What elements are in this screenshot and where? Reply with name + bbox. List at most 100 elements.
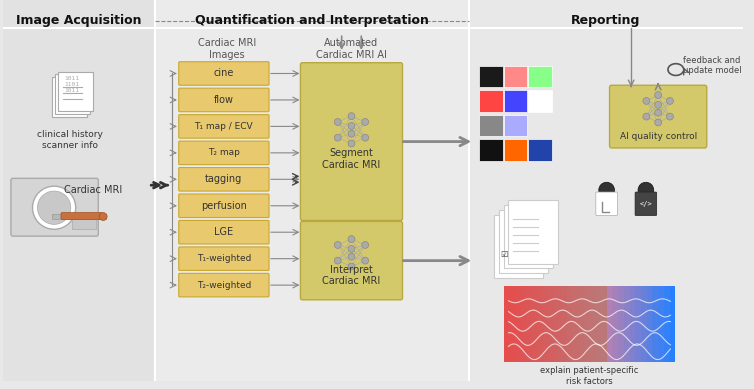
Circle shape [667, 98, 673, 104]
Circle shape [334, 119, 341, 125]
FancyBboxPatch shape [300, 221, 403, 300]
Circle shape [348, 253, 355, 260]
FancyBboxPatch shape [528, 66, 552, 87]
Circle shape [334, 257, 341, 264]
Text: ☑: ☑ [501, 250, 508, 259]
FancyBboxPatch shape [609, 85, 706, 148]
Bar [630, 286, 636, 361]
Text: 1011
1101
1011: 1011 1101 1011 [64, 76, 79, 93]
Circle shape [362, 257, 369, 264]
Bar [504, 286, 509, 361]
Circle shape [643, 113, 650, 120]
FancyBboxPatch shape [504, 115, 527, 136]
Bar [590, 286, 595, 361]
Text: Image Acquisition: Image Acquisition [16, 14, 142, 27]
Text: </>: </> [639, 201, 652, 207]
FancyBboxPatch shape [504, 90, 527, 112]
FancyBboxPatch shape [479, 115, 503, 136]
Text: explain patient-specific
risk factors: explain patient-specific risk factors [541, 366, 639, 386]
Bar [624, 286, 630, 361]
FancyBboxPatch shape [52, 77, 87, 117]
FancyBboxPatch shape [179, 194, 269, 217]
FancyBboxPatch shape [528, 139, 552, 161]
Circle shape [643, 98, 650, 104]
Text: T₁-weighted: T₁-weighted [197, 254, 251, 263]
Circle shape [654, 109, 661, 116]
FancyBboxPatch shape [52, 214, 106, 219]
Circle shape [348, 123, 355, 129]
Bar [601, 286, 607, 361]
FancyBboxPatch shape [72, 217, 97, 229]
Bar [555, 286, 561, 361]
Circle shape [654, 119, 661, 126]
FancyBboxPatch shape [635, 192, 657, 216]
FancyBboxPatch shape [504, 139, 527, 161]
Circle shape [348, 263, 355, 270]
Circle shape [348, 236, 355, 242]
Circle shape [667, 113, 673, 120]
Bar [526, 286, 532, 361]
FancyBboxPatch shape [179, 273, 269, 297]
Circle shape [638, 182, 654, 198]
Bar [647, 286, 652, 361]
Text: LGE: LGE [214, 227, 234, 237]
FancyBboxPatch shape [179, 221, 269, 244]
Bar [664, 286, 670, 361]
Bar [641, 286, 647, 361]
FancyBboxPatch shape [179, 88, 269, 112]
FancyBboxPatch shape [55, 74, 90, 114]
Text: Automated
Cardiac MRI AI: Automated Cardiac MRI AI [316, 38, 387, 60]
FancyBboxPatch shape [61, 213, 103, 219]
Circle shape [362, 242, 369, 249]
Bar [509, 286, 515, 361]
Text: AI quality control: AI quality control [620, 132, 697, 141]
Circle shape [348, 245, 355, 252]
FancyBboxPatch shape [3, 0, 155, 381]
Text: Quantification and Interpretation: Quantification and Interpretation [195, 14, 429, 27]
FancyBboxPatch shape [179, 141, 269, 165]
FancyBboxPatch shape [300, 63, 403, 221]
FancyBboxPatch shape [479, 139, 503, 161]
Bar [636, 286, 641, 361]
Circle shape [334, 242, 341, 249]
FancyBboxPatch shape [11, 178, 98, 236]
FancyBboxPatch shape [498, 210, 547, 273]
Text: Interpret
Cardiac MRI: Interpret Cardiac MRI [323, 265, 381, 286]
Bar [618, 286, 624, 361]
Circle shape [348, 140, 355, 147]
Bar [607, 286, 612, 361]
Text: tagging: tagging [205, 174, 243, 184]
Text: Reporting: Reporting [571, 14, 640, 27]
Bar [595, 286, 601, 361]
Bar [550, 286, 555, 361]
Text: Cardiac MRI: Cardiac MRI [64, 185, 122, 195]
Circle shape [334, 134, 341, 141]
Circle shape [38, 191, 71, 224]
Text: flow: flow [214, 95, 234, 105]
Circle shape [32, 186, 75, 229]
Bar [561, 286, 566, 361]
Text: Segment
Cardiac MRI: Segment Cardiac MRI [323, 149, 381, 170]
FancyBboxPatch shape [504, 66, 527, 87]
Bar [652, 286, 658, 361]
Text: perfusion: perfusion [201, 201, 247, 211]
Circle shape [100, 213, 107, 221]
Text: feedback and
update model: feedback and update model [682, 56, 741, 75]
Bar [670, 286, 676, 361]
Bar [515, 286, 521, 361]
Circle shape [348, 130, 355, 137]
Circle shape [599, 182, 615, 198]
Bar [578, 286, 584, 361]
Bar [521, 286, 526, 361]
FancyBboxPatch shape [58, 72, 93, 111]
Text: T₂-weighted: T₂-weighted [197, 280, 251, 290]
Text: T₂ map: T₂ map [208, 148, 240, 158]
FancyBboxPatch shape [494, 215, 543, 278]
Bar [584, 286, 590, 361]
FancyBboxPatch shape [155, 0, 469, 381]
FancyBboxPatch shape [508, 200, 557, 264]
FancyBboxPatch shape [179, 115, 269, 138]
Circle shape [348, 113, 355, 119]
Circle shape [362, 119, 369, 125]
FancyBboxPatch shape [596, 192, 618, 216]
